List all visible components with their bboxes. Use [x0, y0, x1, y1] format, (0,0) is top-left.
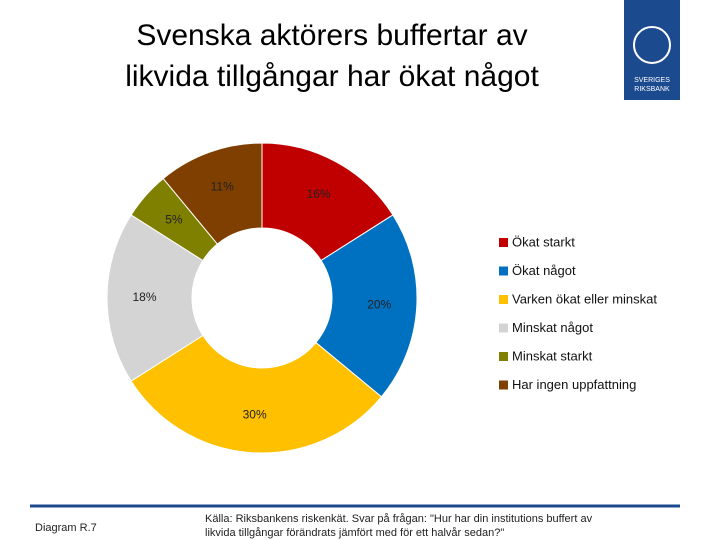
data-label: 20% [367, 298, 391, 312]
source-line: likvida tillgångar förändrats jämfört me… [205, 527, 504, 539]
logo-text: SVERIGES [634, 77, 670, 84]
source-line: Källa: Riksbankens riskenkät. Svar på fr… [205, 513, 593, 525]
legend-label: Ökat något [512, 263, 576, 278]
legend-label: Ökat starkt [512, 234, 575, 249]
donut-slice [315, 214, 418, 398]
legend-label: Minskat något [512, 320, 593, 335]
legend-swatch [499, 323, 508, 333]
donut-slice [261, 142, 394, 262]
data-label: 18% [132, 290, 156, 304]
title-line: likvida tillgångar har ökat något [125, 60, 539, 93]
data-label: 5% [165, 212, 183, 226]
legend-swatch [499, 266, 508, 276]
title-line: Svenska aktörers buffertar av [136, 19, 527, 52]
logo-emblem [633, 26, 671, 64]
legend-swatch [499, 238, 508, 247]
donut-slice [106, 214, 204, 382]
donut-slice [162, 142, 263, 245]
legend-swatch [499, 380, 508, 390]
data-label: 16% [307, 187, 331, 201]
donut-slice [130, 334, 383, 454]
data-label: 30% [243, 407, 267, 421]
diagram-number: Diagram R.7 [35, 522, 97, 534]
logo: SVERIGES RIKSBANK [624, 0, 680, 100]
logo-text: RIKSBANK [634, 86, 670, 93]
legend-label: Varken ökat eller minskat [512, 291, 657, 306]
legend-label: Minskat starkt [512, 348, 593, 363]
data-label: 11% [211, 180, 234, 194]
legend-swatch [499, 352, 508, 361]
legend-label: Har ingen uppfattning [512, 377, 636, 392]
legend-swatch [499, 295, 508, 304]
logo-box [624, 0, 680, 100]
